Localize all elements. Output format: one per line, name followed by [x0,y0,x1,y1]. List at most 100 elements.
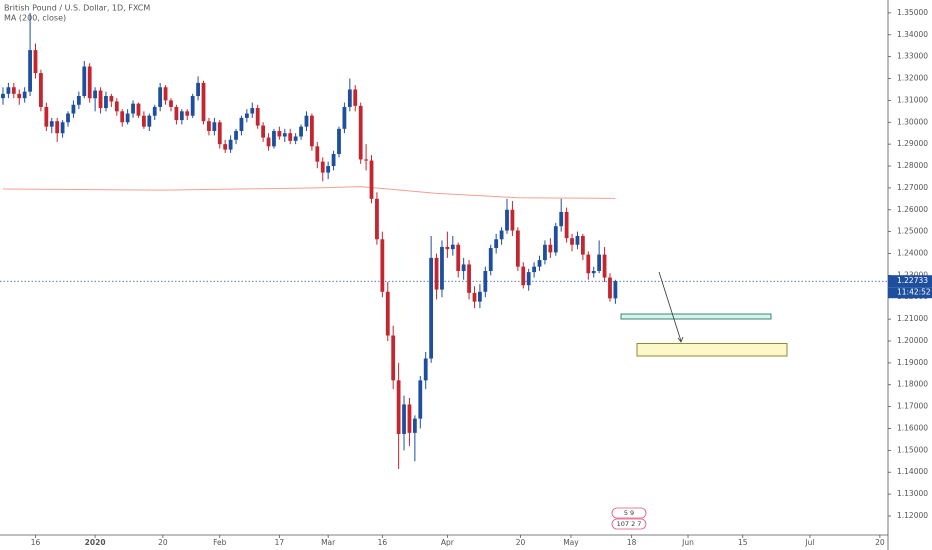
candle-body [28,50,32,92]
x-tick-label: May [563,538,579,547]
candle-body [532,266,537,273]
candle-body [147,115,152,127]
candle-body [440,246,444,290]
candle-body [293,136,298,141]
candle-body [174,106,179,121]
y-tick-label: 1.35000 [897,8,928,17]
event-badge-label: 5 9 [624,509,634,517]
candle-body [488,248,493,271]
indicator-label: MA (200, close) [4,14,66,23]
candle-body [255,108,260,126]
candle-body [158,87,163,107]
candle-body [418,380,423,419]
x-tick-label: 15 [738,538,748,547]
x-tick-label: 17 [275,538,285,547]
candle-body [39,73,43,107]
candle-body [575,236,580,245]
candle-body [537,260,542,267]
candle-body [261,125,266,138]
candle-body [272,131,276,147]
x-tick-label: 20 [158,538,168,547]
candle-body [456,244,461,271]
candle-body [385,291,390,336]
candle-body [22,91,27,99]
y-tick-label: 1.15000 [897,445,928,454]
candle-body [217,122,222,145]
y-tick-label: 1.26000 [897,205,928,214]
candle-body [76,96,81,105]
x-tick-label: Mar [321,538,336,547]
x-tick-label: 16 [31,538,41,547]
candle-body [282,133,287,137]
candle-body [472,292,477,302]
x-tick-label: Feb [213,538,227,547]
candle-body [179,111,184,121]
y-tick-label: 1.33000 [897,52,928,61]
candle-body [553,226,558,253]
candle-body [309,115,314,147]
candle-body [423,358,428,381]
candle-body [613,281,618,299]
candle-body [104,96,108,109]
chart-title: British Pound / U.S. Dollar, 1D, FXCM [4,4,150,13]
candle-body [288,133,293,141]
candle-body [277,131,282,137]
candle-body [450,244,455,250]
candle-body [326,166,331,173]
y-tick-label: 1.28000 [897,161,928,170]
y-tick-label: 1.31000 [897,95,928,104]
candle-body [1,93,5,99]
candle-body [375,198,379,240]
y-tick-label: 1.17000 [897,402,928,411]
target-zone [620,313,772,320]
candle-body [331,153,336,167]
y-tick-label: 1.27000 [897,183,928,192]
candle-body [608,277,612,299]
candle-body [369,160,374,199]
candle-body [602,254,607,278]
candle-body [548,244,553,253]
candle-body [434,257,439,290]
candle-body [125,113,130,123]
candle-body [559,211,564,227]
candle-body [380,239,385,292]
candle-body [190,96,195,116]
candle-body [467,264,471,293]
candle-body [131,103,135,114]
candle-body [505,209,509,231]
candle-body [402,404,406,434]
candle-body [207,121,211,132]
candle-body [570,238,574,245]
candle-body [299,126,303,137]
y-tick-label: 1.30000 [897,117,928,126]
candle-body [347,89,352,107]
candle-body [396,380,401,434]
candle-body [494,239,499,249]
candle-body [499,230,504,240]
candle-body [6,87,11,94]
candle-body [17,93,22,99]
candle-body [564,211,569,239]
countdown-label: 11:42:52 [897,288,931,297]
candle-body [239,117,244,132]
countdown-box [888,287,932,299]
candle-body [223,144,228,150]
candle-body [98,90,103,109]
y-tick-label: 1.20000 [897,336,928,345]
candle-body [320,161,325,173]
x-tick-label: 20 [875,538,885,547]
y-tick-label: 1.19000 [897,358,928,367]
event-badge [611,507,647,519]
event-badge [611,518,647,530]
last-price-label: 1.22733 [897,276,928,285]
candle-body [82,66,87,97]
candle-body [212,122,217,132]
candle-body [364,159,368,161]
y-tick-label: 1.24000 [897,249,928,258]
candle-body [250,108,255,114]
candle-body [152,106,157,116]
candle-body [391,335,396,381]
candle-body [515,230,520,267]
